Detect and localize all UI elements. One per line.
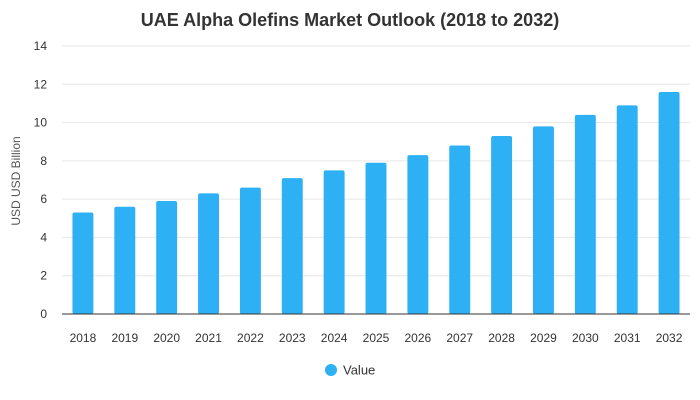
y-tick-label: 10 bbox=[34, 116, 48, 130]
chart-title: UAE Alpha Olefins Market Outlook (2018 t… bbox=[141, 10, 559, 30]
legend[interactable]: Value bbox=[325, 363, 375, 378]
y-axis-ticks: 0 2 4 6 8 10 12 14 bbox=[34, 39, 48, 321]
x-tick-label: 2025 bbox=[363, 331, 390, 345]
bar[interactable] bbox=[449, 145, 471, 314]
x-tick-label: 2032 bbox=[656, 331, 683, 345]
bars bbox=[72, 91, 680, 315]
y-tick-label: 2 bbox=[40, 269, 47, 283]
x-tick-label: 2018 bbox=[70, 331, 97, 345]
y-axis-label: USD USD Billion bbox=[9, 136, 23, 225]
y-tick-label: 12 bbox=[34, 77, 48, 91]
bar[interactable] bbox=[533, 126, 554, 315]
x-tick-label: 2029 bbox=[530, 331, 557, 345]
x-tick-label: 2022 bbox=[237, 331, 264, 345]
bar[interactable] bbox=[239, 187, 261, 314]
y-tick-label: 4 bbox=[40, 230, 47, 244]
y-tick-label: 14 bbox=[34, 39, 48, 53]
legend-marker bbox=[325, 364, 337, 376]
x-tick-label: 2030 bbox=[572, 331, 599, 345]
bar[interactable] bbox=[72, 212, 94, 314]
bar[interactable] bbox=[323, 170, 345, 314]
x-tick-label: 2020 bbox=[153, 331, 180, 345]
bar[interactable] bbox=[365, 162, 387, 314]
bar[interactable] bbox=[156, 201, 178, 314]
x-tick-label: 2024 bbox=[321, 331, 348, 345]
x-tick-label: 2028 bbox=[488, 331, 515, 345]
y-tick-label: 0 bbox=[40, 307, 47, 321]
bar[interactable] bbox=[574, 114, 596, 315]
bar[interactable] bbox=[407, 155, 429, 314]
x-tick-label: 2019 bbox=[111, 331, 138, 345]
bar[interactable] bbox=[616, 105, 638, 314]
x-tick-label: 2031 bbox=[614, 331, 641, 345]
bar[interactable] bbox=[281, 178, 303, 314]
x-tick-label: 2023 bbox=[279, 331, 306, 345]
y-tick-label: 6 bbox=[40, 192, 47, 206]
bar[interactable] bbox=[114, 206, 136, 314]
x-tick-label: 2026 bbox=[405, 331, 432, 345]
x-tick-label: 2021 bbox=[195, 331, 222, 345]
bar[interactable] bbox=[198, 193, 219, 314]
bar[interactable] bbox=[491, 135, 513, 314]
x-axis-ticks: 2018 2019 2020 2021 2022 2023 2024 2025 2026 2027… bbox=[70, 331, 683, 345]
x-tick-label: 2027 bbox=[446, 331, 473, 345]
legend-label: Value bbox=[343, 363, 375, 378]
bar[interactable] bbox=[658, 91, 680, 314]
y-tick-label: 8 bbox=[40, 154, 47, 168]
